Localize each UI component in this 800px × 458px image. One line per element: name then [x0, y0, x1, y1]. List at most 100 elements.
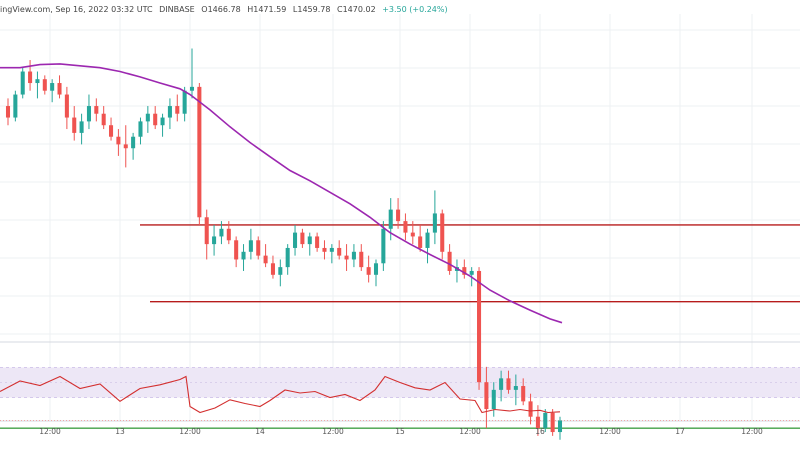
candle-body [432, 213, 437, 233]
candle-body [270, 263, 275, 275]
x-tick-label: 12:00 [322, 427, 344, 436]
horizontal-levels [0, 224, 800, 429]
candle-body [351, 251, 356, 260]
candle-body [344, 255, 349, 260]
candle-body [248, 240, 253, 252]
change-value: +3.50 (+0.24%) [382, 5, 448, 14]
x-tick-label: 13 [115, 427, 125, 436]
x-tick-label: 16 [535, 427, 545, 436]
candle-body [79, 121, 84, 133]
candle-body [469, 270, 474, 275]
candle-body [359, 251, 364, 268]
candle-body [145, 113, 150, 122]
exchange-text: DINBASE [159, 5, 195, 14]
x-tick-label: 12:00 [459, 427, 481, 436]
candle-body [64, 94, 69, 118]
candle-body [234, 240, 239, 260]
candle-body [28, 71, 33, 84]
candle-body [42, 79, 47, 91]
candle-body [418, 236, 423, 248]
candle-body [160, 117, 165, 126]
x-tick-label: 15 [395, 427, 405, 436]
rsi-indicator [0, 375, 561, 414]
candle-body [109, 125, 114, 137]
candle-body [521, 386, 526, 402]
candle-body [315, 236, 320, 248]
candle-body [513, 386, 518, 390]
source-text: ingView.com, Sep 16, 2022 03:32 UTC [0, 5, 153, 14]
candle-body [197, 86, 202, 218]
candle-body [425, 232, 430, 248]
x-tick-label: 14 [255, 427, 265, 436]
candle-body [72, 117, 77, 133]
low-value: L1459.78 [292, 5, 331, 14]
candle-body [337, 247, 342, 256]
candle-body [381, 228, 386, 264]
candle-body [557, 420, 563, 433]
candle-body [35, 79, 40, 84]
candlesticks [5, 48, 563, 440]
candle-body [212, 236, 217, 245]
x-tick-label: 12:00 [39, 427, 61, 436]
candle-body [322, 247, 327, 252]
candle-body [101, 113, 106, 126]
moving-average [0, 63, 563, 324]
candle-body [189, 86, 195, 91]
candle-body [462, 267, 467, 275]
candle-body [550, 412, 555, 433]
candle-body [50, 83, 55, 91]
candle-body [491, 389, 496, 410]
candle-body [138, 121, 143, 137]
candle-body [506, 378, 511, 390]
candle-body [219, 228, 224, 237]
candle-body [396, 209, 401, 222]
candle-body [285, 247, 290, 268]
close-value: C1470.02 [336, 5, 376, 14]
candle-body [182, 90, 187, 114]
candle-body [5, 106, 11, 118]
candle-body [535, 416, 540, 429]
open-value: O1466.78 [201, 5, 241, 14]
candle-body [477, 270, 482, 383]
candle-body [123, 144, 128, 149]
candle-body [57, 83, 62, 95]
ma-line [0, 63, 563, 324]
candle-body [300, 232, 305, 245]
x-tick-label: 12:00 [179, 427, 201, 436]
candle-body [543, 412, 548, 429]
candle-body [175, 106, 180, 114]
candle-body [528, 401, 533, 417]
candle-body [263, 255, 268, 264]
x-axis: 12:00 13 12:00 14 12:00 15 12:00 16 12:00 17 12:00 [39, 427, 763, 436]
x-tick-label: 12:00 [599, 427, 621, 436]
candle-body [204, 217, 209, 245]
candle-body [403, 221, 408, 233]
candle-body [20, 71, 25, 95]
candle-body [293, 232, 298, 248]
candle-body [167, 106, 172, 118]
candle-body [329, 247, 334, 252]
candle-body [13, 94, 18, 118]
rsi-line [0, 375, 561, 414]
candle-body [307, 236, 312, 245]
x-tick-label: 17 [675, 427, 685, 436]
candle-body [226, 228, 231, 241]
high-value: H1471.59 [247, 5, 287, 14]
candle-body [256, 240, 261, 256]
candle-body [153, 113, 158, 126]
candle-body [278, 267, 283, 275]
candle-body [388, 209, 393, 229]
candle-body [241, 251, 246, 260]
candle-body [499, 378, 504, 390]
candle-body [116, 136, 121, 145]
chart-header: ingView.com, Sep 16, 2022 03:32 UTC DINB… [0, 5, 452, 19]
candle-body [94, 106, 99, 114]
candle-body [410, 232, 415, 237]
candle-body [131, 136, 136, 149]
candle-body [484, 382, 489, 410]
candle-body [440, 213, 445, 252]
candle-body [373, 263, 379, 275]
x-tick-label: 12:00 [741, 427, 763, 436]
candle-body [366, 267, 371, 275]
